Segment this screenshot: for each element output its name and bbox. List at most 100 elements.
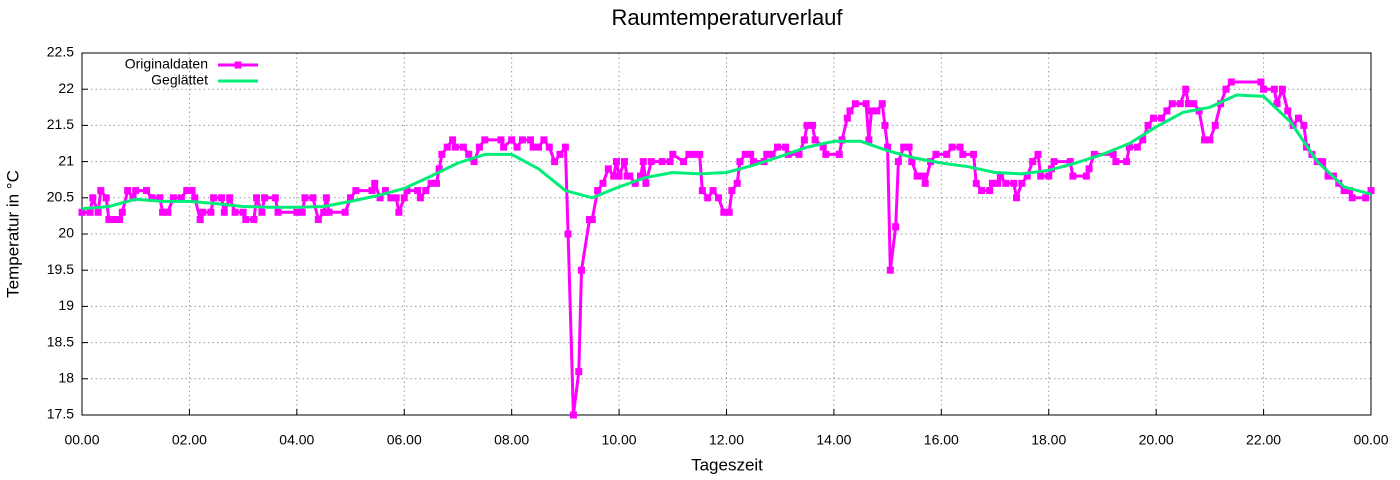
data-point [612, 158, 620, 166]
data-point [556, 150, 564, 158]
chart-title: Raumtemperaturverlauf [611, 5, 843, 30]
data-point [1367, 187, 1375, 195]
data-point [422, 187, 430, 195]
data-point [972, 179, 980, 187]
legend-label: Originaldaten [125, 56, 208, 72]
x-tick-label: 08.00 [494, 432, 529, 448]
data-point [1002, 179, 1010, 187]
data-point [218, 194, 226, 202]
data-point [647, 158, 655, 166]
data-line [82, 80, 1373, 417]
data-point [529, 143, 537, 151]
data-point [1294, 114, 1302, 122]
data-point [1037, 172, 1045, 180]
data-point [231, 208, 239, 216]
data-point [1144, 121, 1152, 129]
data-point [1300, 121, 1308, 129]
data-point [199, 208, 207, 216]
data-point [443, 143, 451, 151]
data-point [749, 158, 757, 166]
data-point [1257, 78, 1265, 86]
data-point [741, 150, 749, 158]
data-point [846, 107, 854, 115]
data-point [142, 187, 150, 195]
data-point [500, 143, 508, 151]
data-point [535, 143, 543, 151]
data-point [631, 179, 639, 187]
data-point [1018, 179, 1026, 187]
data-point [320, 208, 328, 216]
data-point [881, 121, 889, 129]
x-tick-label: 20.00 [1139, 432, 1174, 448]
x-tick-label: 22.00 [1246, 432, 1281, 448]
data-point [129, 194, 137, 202]
data-point [210, 194, 218, 202]
data-point [1069, 172, 1077, 180]
data-point [427, 179, 435, 187]
data-point [159, 208, 167, 216]
data-point [835, 150, 843, 158]
y-tick-label: 18.5 [47, 333, 74, 349]
data-point [293, 208, 301, 216]
data-point [381, 187, 389, 195]
data-point [720, 208, 728, 216]
data-point [1082, 172, 1090, 180]
data-point [518, 136, 526, 144]
data-point [878, 100, 886, 108]
data-point [956, 143, 964, 151]
data-point [86, 208, 94, 216]
data-point [919, 172, 927, 180]
x-tick-label: 02.00 [172, 432, 207, 448]
y-tick-label: 21 [58, 152, 74, 168]
data-point [728, 187, 736, 195]
data-point [376, 194, 384, 202]
y-tick-label: 18 [58, 370, 74, 386]
data-point [1324, 172, 1332, 180]
data-point [298, 208, 306, 216]
data-point [400, 194, 408, 202]
data-point [685, 150, 693, 158]
y-axis-label: Temperatur in °C [3, 170, 22, 298]
data-point [322, 194, 330, 202]
data-point [207, 208, 215, 216]
data-point [892, 223, 900, 231]
data-point [513, 143, 521, 151]
x-tick-label: 18.00 [1031, 432, 1066, 448]
data-point [690, 150, 698, 158]
data-point [811, 136, 819, 144]
y-tick-label: 19 [58, 297, 74, 313]
legend-label: Geglättet [151, 72, 208, 88]
data-point [540, 136, 548, 144]
data-point [1176, 100, 1184, 108]
data-point [932, 150, 940, 158]
data-point [220, 208, 228, 216]
data-point [497, 136, 505, 144]
data-point [314, 216, 322, 224]
data-point [271, 194, 279, 202]
x-tick-label: 14.00 [816, 432, 851, 448]
data-point [526, 136, 534, 144]
y-tick-label: 20.5 [47, 189, 74, 205]
x-tick-label: 04.00 [279, 432, 314, 448]
data-point [639, 158, 647, 166]
plot-frame [81, 52, 1372, 416]
data-point [795, 150, 803, 158]
y-tick-label: 19.5 [47, 261, 74, 277]
data-point [1319, 158, 1327, 166]
data-point [124, 187, 132, 195]
data-point [414, 187, 422, 195]
data-point [392, 194, 400, 202]
data-point [191, 194, 199, 202]
data-point [196, 216, 204, 224]
data-point [1273, 100, 1281, 108]
data-point [588, 216, 596, 224]
data-point [886, 266, 894, 274]
data-point [183, 187, 191, 195]
data-point [615, 172, 623, 180]
data-point [116, 216, 124, 224]
data-point [368, 187, 376, 195]
data-point [177, 194, 185, 202]
data-point [250, 216, 258, 224]
data-point [696, 150, 704, 158]
data-point [894, 158, 902, 166]
